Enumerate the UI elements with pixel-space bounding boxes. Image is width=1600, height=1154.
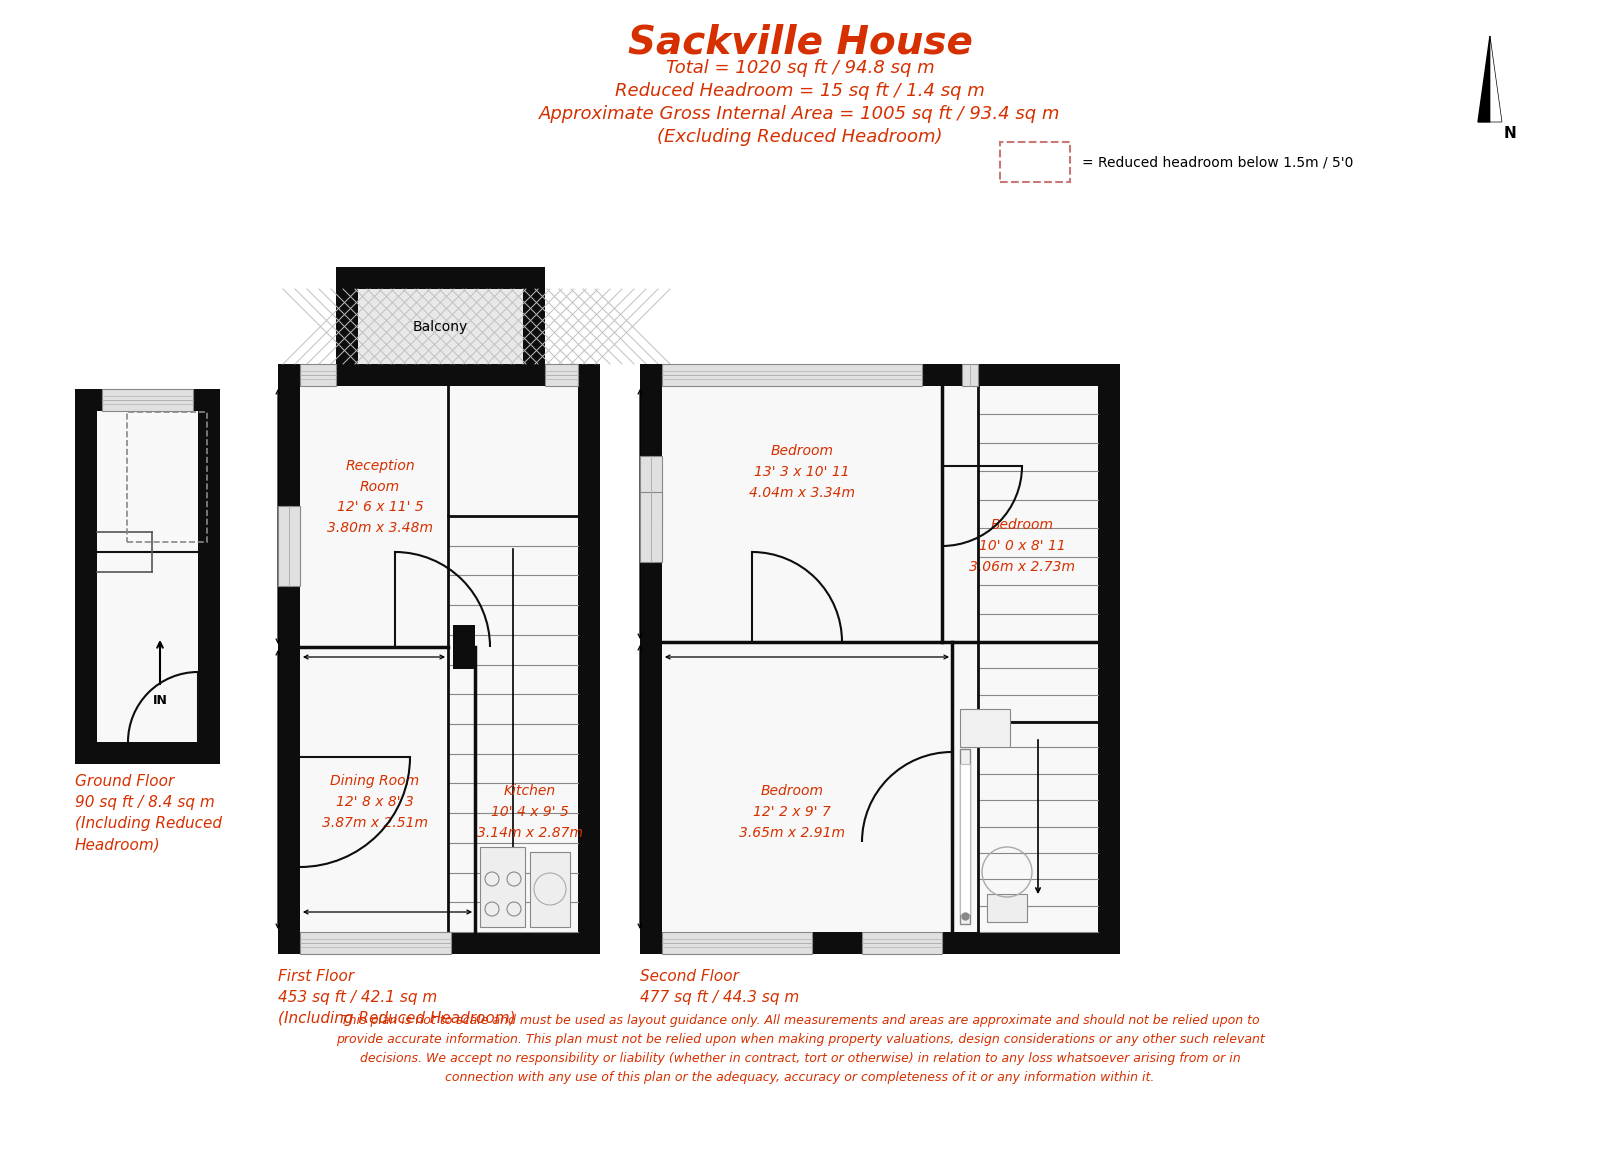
Text: Reception
Room
12' 6 x 11' 5
3.80m x 3.48m: Reception Room 12' 6 x 11' 5 3.80m x 3.4… <box>326 459 434 535</box>
Bar <box>453 625 475 669</box>
Bar <box>480 847 525 927</box>
Bar <box>75 389 221 411</box>
Bar <box>662 932 813 954</box>
Bar <box>278 932 600 954</box>
Bar <box>358 288 523 364</box>
Bar <box>962 364 978 385</box>
Text: Dining Room
12' 8 x 8' 3
3.87m x 2.51m: Dining Room 12' 8 x 8' 3 3.87m x 2.51m <box>322 774 429 830</box>
Text: Kitchen
10' 4 x 9' 5
3.14m x 2.87m: Kitchen 10' 4 x 9' 5 3.14m x 2.87m <box>477 785 582 840</box>
Bar <box>960 764 970 914</box>
Text: = Reduced headroom below 1.5m / 5'0: = Reduced headroom below 1.5m / 5'0 <box>1082 155 1354 168</box>
Text: Bedroom
12' 2 x 9' 7
3.65m x 2.91m: Bedroom 12' 2 x 9' 7 3.65m x 2.91m <box>739 785 845 840</box>
Bar <box>126 412 206 542</box>
Bar <box>1098 364 1120 954</box>
Bar <box>640 932 1120 954</box>
Text: This plan is not to scale and must be used as layout guidance only. All measurem: This plan is not to scale and must be us… <box>336 1014 1264 1084</box>
Text: (Excluding Reduced Headroom): (Excluding Reduced Headroom) <box>658 128 942 147</box>
Bar <box>358 364 523 385</box>
Bar <box>278 505 301 586</box>
Bar <box>278 364 301 954</box>
Bar <box>530 852 570 927</box>
Bar <box>1000 142 1070 182</box>
Polygon shape <box>1478 36 1490 122</box>
Bar <box>301 932 451 954</box>
Bar <box>336 267 546 288</box>
Text: Bedroom
13' 3 x 10' 11
4.04m x 3.34m: Bedroom 13' 3 x 10' 11 4.04m x 3.34m <box>749 444 854 500</box>
Bar <box>662 385 1098 932</box>
Text: Approximate Gross Internal Area = 1005 sq ft / 93.4 sq m: Approximate Gross Internal Area = 1005 s… <box>539 105 1061 123</box>
Bar <box>75 742 221 764</box>
Bar <box>640 364 662 954</box>
Bar <box>640 364 1120 385</box>
Bar <box>960 709 1010 747</box>
Bar <box>640 456 662 526</box>
Bar <box>523 267 546 364</box>
Text: Bedroom
10' 0 x 8' 11
3.06m x 2.73m: Bedroom 10' 0 x 8' 11 3.06m x 2.73m <box>970 518 1075 574</box>
Bar <box>578 364 600 954</box>
Bar <box>640 492 662 562</box>
Text: Ground Floor
90 sq ft / 8.4 sq m
(Including Reduced
Headroom): Ground Floor 90 sq ft / 8.4 sq m (Includ… <box>75 774 222 852</box>
Bar <box>301 385 578 932</box>
Text: Second Floor
477 sq ft / 44.3 sq m: Second Floor 477 sq ft / 44.3 sq m <box>640 969 800 1005</box>
Text: IN: IN <box>152 694 168 707</box>
Bar <box>862 932 942 954</box>
Bar <box>102 389 194 411</box>
Bar <box>198 389 221 764</box>
Bar <box>662 364 922 385</box>
Bar <box>336 267 358 364</box>
Bar <box>278 364 600 385</box>
Text: Total = 1020 sq ft / 94.8 sq m: Total = 1020 sq ft / 94.8 sq m <box>666 59 934 77</box>
Text: Balcony: Balcony <box>413 320 469 334</box>
Bar <box>987 894 1027 922</box>
Bar <box>301 364 336 385</box>
Polygon shape <box>1490 36 1502 122</box>
Text: First Floor
453 sq ft / 42.1 sq m
(Including Reduced Headroom): First Floor 453 sq ft / 42.1 sq m (Inclu… <box>278 969 515 1026</box>
Text: Sackville House: Sackville House <box>627 24 973 62</box>
Text: N: N <box>1504 126 1517 141</box>
Bar <box>98 411 198 742</box>
Bar <box>75 389 98 764</box>
Text: Reduced Headroom = 15 sq ft / 1.4 sq m: Reduced Headroom = 15 sq ft / 1.4 sq m <box>614 82 986 100</box>
Bar <box>546 364 578 385</box>
Bar <box>960 749 970 924</box>
